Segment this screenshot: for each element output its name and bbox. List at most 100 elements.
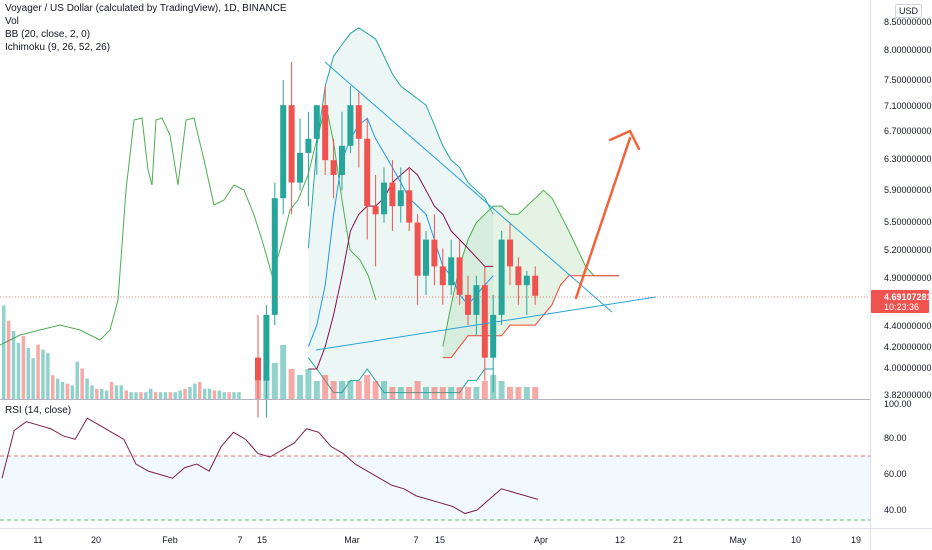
volume-bar	[183, 388, 187, 399]
volume-bar	[515, 387, 522, 399]
volume-bar	[149, 388, 153, 399]
legend-vol: Vol	[5, 16, 19, 27]
volume-bar	[158, 392, 163, 399]
volume-bar	[271, 363, 278, 399]
volume-bar	[11, 331, 16, 399]
candle-body	[481, 285, 488, 358]
volume-bar	[473, 387, 480, 399]
current-price-value: 4.69107281	[884, 292, 932, 302]
volume-bar	[41, 349, 45, 399]
time-tick-label: 19	[851, 535, 861, 545]
volume-bar	[381, 381, 387, 399]
candle-body	[515, 266, 522, 286]
volume-bar	[36, 344, 40, 399]
volume-bar	[288, 369, 295, 399]
volume-bar	[313, 381, 320, 399]
volume-bar	[114, 385, 119, 399]
volume-bar	[153, 392, 158, 399]
candle-body	[465, 294, 471, 315]
volume-bar	[414, 381, 421, 399]
volume-bar	[227, 392, 231, 399]
volume-bar	[456, 387, 463, 399]
volume-bar	[507, 387, 513, 399]
time-tick-label: 15	[257, 535, 267, 545]
rsi-tick-label: 100.00	[884, 399, 912, 409]
volume-bar	[364, 375, 371, 399]
time-tick-label: 20	[91, 535, 101, 545]
volume-bar	[465, 387, 471, 399]
volume-bar	[389, 387, 396, 399]
time-tick-label: Feb	[162, 535, 178, 545]
volume-bar	[85, 378, 89, 399]
price-tick-label: 4.20000000	[884, 342, 932, 352]
price-tick-label: 5.50000000	[884, 217, 932, 227]
descending-trendline	[324, 61, 613, 313]
volume-bar	[423, 387, 429, 399]
ascending-trendline	[315, 296, 657, 351]
candle-body	[439, 266, 446, 286]
volume-bar	[26, 348, 30, 399]
price-pane[interactable]	[0, 27, 870, 418]
candle-body	[532, 275, 539, 296]
candle-body	[431, 239, 438, 267]
chikou-span	[0, 104, 377, 346]
time-axis[interactable]: 11 20 Feb 7 15 Mar 7 15 Apr 12 21 May 10 19	[33, 535, 861, 545]
time-tick-label: 21	[673, 535, 683, 545]
candle-body	[456, 257, 463, 295]
time-tick-label: 7	[413, 535, 418, 545]
price-tick-label: 8.50000000	[884, 17, 932, 27]
volume-bar	[60, 382, 65, 399]
rsi-pane[interactable]	[0, 417, 870, 521]
volume-bar	[168, 392, 173, 399]
time-tick-label: 15	[435, 535, 445, 545]
volume-bar	[6, 320, 11, 399]
bb-upper-line	[307, 27, 494, 249]
volume-bar	[305, 369, 312, 399]
rsi-tick-label: 40.00	[884, 505, 907, 515]
price-tick-label: 7.50000000	[884, 75, 932, 85]
volume-bar	[124, 390, 128, 399]
candle-body	[288, 105, 295, 183]
volume-bar	[178, 390, 182, 399]
price-tick-label: 6.70000000	[884, 126, 932, 136]
currency-badge[interactable]: USD	[895, 4, 923, 18]
volume-bar	[100, 388, 104, 399]
volume-bar	[46, 353, 50, 399]
volume-bar	[439, 387, 446, 399]
price-tick-label: 4.90000000	[884, 273, 932, 283]
volume-bar	[207, 388, 212, 399]
volume-bar	[163, 392, 168, 399]
price-tick-label: 5.90000000	[884, 185, 932, 195]
price-axis[interactable]: 8.50000000 8.00000000 7.50000000 7.10000000…	[871, 17, 932, 515]
volume-bar	[297, 375, 303, 399]
candle-body	[305, 138, 312, 153]
price-tick-label: 3.82000000	[884, 390, 932, 400]
price-tick-label: 8.00000000	[884, 45, 932, 55]
volume-bar	[448, 387, 455, 399]
volume-bar	[481, 381, 488, 399]
rsi-tick-label: 80.00	[884, 433, 907, 443]
candle-body	[372, 206, 379, 215]
volume-bar	[104, 390, 109, 399]
countdown-timer: 10:23:36	[884, 302, 919, 312]
candle-body	[330, 160, 337, 175]
legend-title: Voyager / US Dollar (calculated by Tradi…	[5, 3, 287, 14]
time-tick-label: 7	[237, 535, 242, 545]
volume-bar	[65, 383, 70, 399]
candle-body	[347, 105, 354, 146]
volume-bar	[397, 387, 404, 399]
candle-body	[406, 190, 413, 223]
candle-body	[255, 357, 261, 381]
volume-bar	[31, 358, 35, 399]
candle-body	[355, 105, 362, 139]
rsi-tick-label: 60.00	[884, 469, 907, 479]
volume-bar	[144, 392, 148, 399]
candle-body	[389, 182, 396, 207]
volume-bar	[129, 392, 133, 399]
rsi-line	[1, 417, 539, 515]
volume-bar	[109, 382, 114, 399]
candle-body	[473, 285, 480, 315]
volume-bar	[202, 388, 207, 399]
candle-body	[397, 190, 404, 207]
